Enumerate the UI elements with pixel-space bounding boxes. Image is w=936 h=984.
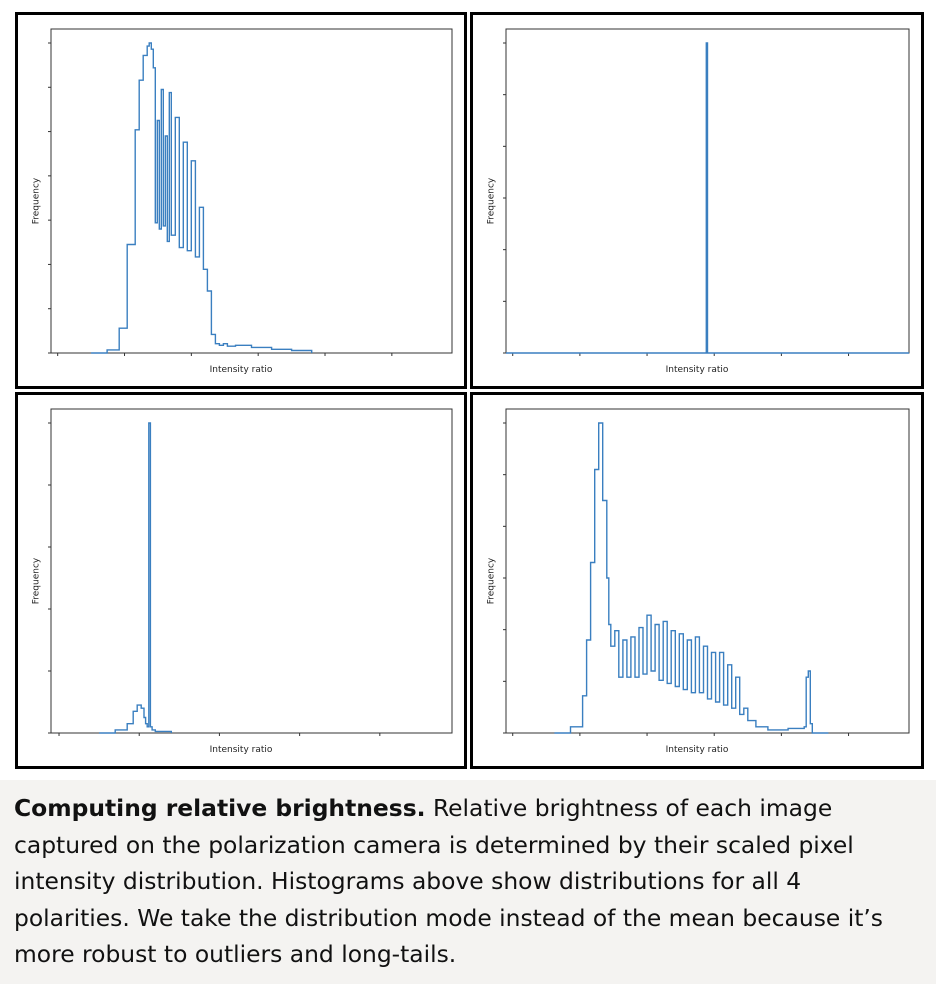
histogram-plot-1 xyxy=(48,28,453,356)
y-axis-label: Frequency xyxy=(486,557,496,604)
histogram-line xyxy=(91,42,313,354)
caption-body: Relative brightness of each image captur… xyxy=(14,794,883,968)
histogram-panel-3: Frequency Intensity ratio xyxy=(15,392,467,769)
histogram-line xyxy=(99,422,172,734)
figure-caption: Computing relative brightness. Relative … xyxy=(0,780,936,984)
axes-frame xyxy=(50,28,453,354)
histogram-panel-4: Frequency Intensity ratio xyxy=(470,392,924,769)
histogram-panel-1: Frequency Intensity ratio xyxy=(15,12,467,389)
x-axis-label: Intensity ratio xyxy=(665,365,729,375)
histogram-plot-3 xyxy=(48,408,453,736)
x-axis-label: Intensity ratio xyxy=(665,745,729,755)
histogram-panel-2: Frequency Intensity ratio xyxy=(470,12,924,389)
x-axis-label: Intensity ratio xyxy=(209,365,273,375)
caption-title: Computing relative brightness. xyxy=(14,794,426,822)
y-axis-label: Frequency xyxy=(486,177,496,224)
histogram-grid: Frequency Intensity ratio Frequency Inte… xyxy=(15,12,924,769)
histogram-line xyxy=(506,42,909,354)
axes-frame xyxy=(505,408,910,734)
histogram-plot-2 xyxy=(503,28,910,356)
histogram-plot-4 xyxy=(503,408,910,736)
y-axis-label: Frequency xyxy=(31,177,41,224)
y-axis-label: Frequency xyxy=(31,557,41,604)
x-axis-label: Intensity ratio xyxy=(209,745,273,755)
histogram-line xyxy=(554,422,829,734)
axes-frame xyxy=(50,408,453,734)
